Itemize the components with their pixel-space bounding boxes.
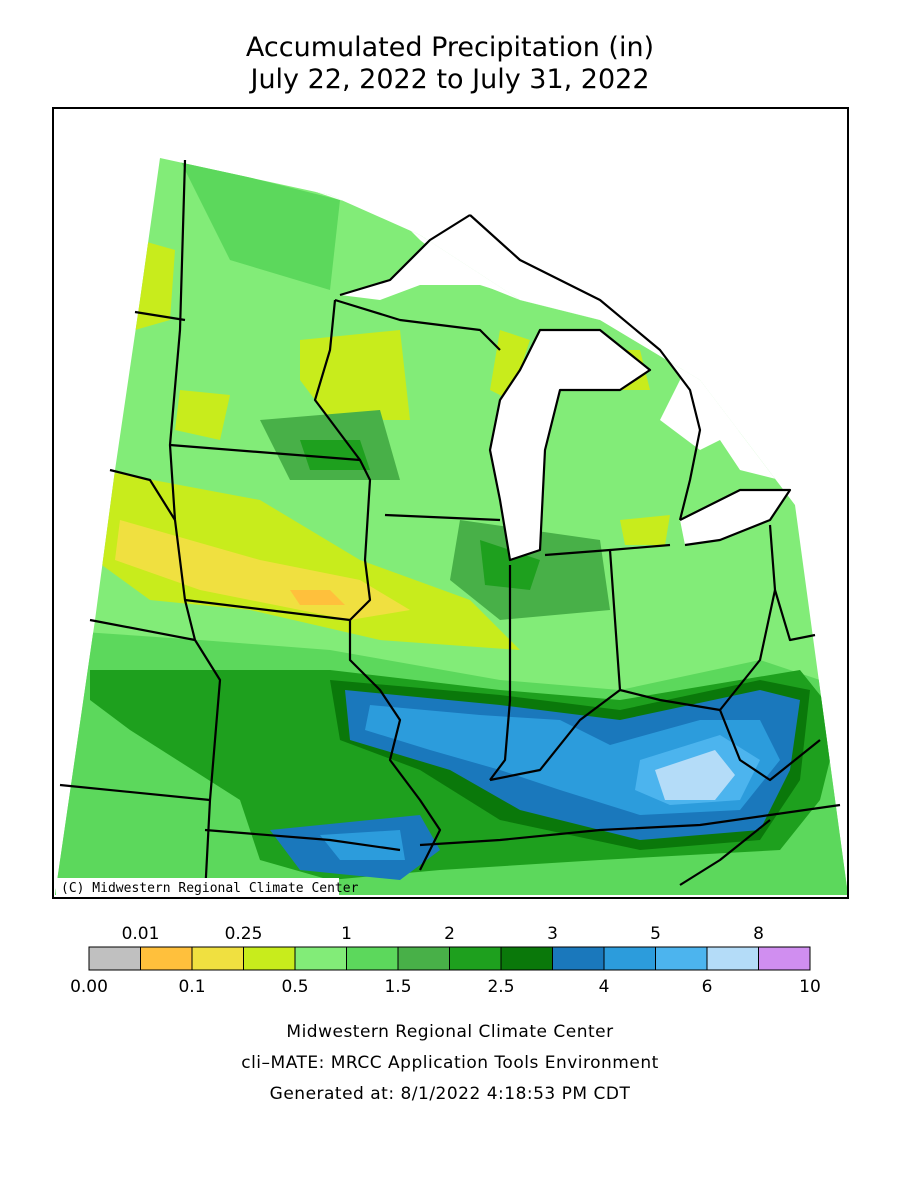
legend-label-bottom: 0.1	[178, 977, 205, 997]
legend-label-top: 3	[547, 924, 558, 944]
legend: 0.01 0.25 1 2 3 5 8 0.00 0.1 0.5 1.5 2.5 4 6 10	[70, 924, 821, 997]
legend-label-bottom: 10	[799, 977, 821, 997]
legend-swatch	[191, 946, 244, 971]
legend-label-top: 0.01	[122, 924, 160, 944]
legend-swatch	[243, 946, 296, 971]
legend-swatch	[88, 946, 141, 971]
legend-label-bottom: 2.5	[487, 977, 514, 997]
legend-label-bottom: 1.5	[384, 977, 411, 997]
legend-swatch	[294, 946, 347, 971]
legend-swatch	[140, 946, 193, 971]
legend-label-top: 1	[341, 924, 352, 944]
title: Accumulated Precipitation (in)	[246, 32, 654, 63]
legend-label-top: 0.25	[225, 924, 263, 944]
legend-swatch	[397, 946, 450, 971]
footer: Midwestern Regional Climate Center cli–MA…	[241, 1022, 659, 1104]
legend-swatch	[758, 946, 811, 971]
legend-swatch	[449, 946, 502, 971]
credit: (C) Midwestern Regional Climate Center	[61, 881, 359, 896]
credit-box	[56, 878, 339, 896]
map-frame	[52, 107, 849, 899]
subtitle: July 22, 2022 to July 31, 2022	[248, 64, 649, 95]
legend-label-top: 5	[650, 924, 661, 944]
legend-label-top: 2	[444, 924, 455, 944]
footer-line: Generated at: 8/1/2022 4:18:53 PM CDT	[270, 1084, 631, 1104]
legend-swatch	[603, 946, 656, 971]
legend-label-bottom: 4	[599, 977, 610, 997]
footer-line: cli–MATE: MRCC Application Tools Environ…	[241, 1053, 659, 1073]
legend-label-top: 8	[753, 924, 764, 944]
legend-swatch	[706, 946, 759, 971]
legend-label-bottom: 0.5	[281, 977, 308, 997]
footer-line: Midwestern Regional Climate Center	[286, 1022, 613, 1042]
legend-swatch	[500, 946, 553, 971]
legend-swatch	[552, 946, 605, 971]
legend-swatch	[655, 946, 708, 971]
legend-label-bottom: 6	[702, 977, 713, 997]
legend-label-bottom: 0.00	[70, 977, 108, 997]
legend-swatch	[346, 946, 399, 971]
map: (C) Midwestern Regional Climate Center	[52, 107, 849, 899]
